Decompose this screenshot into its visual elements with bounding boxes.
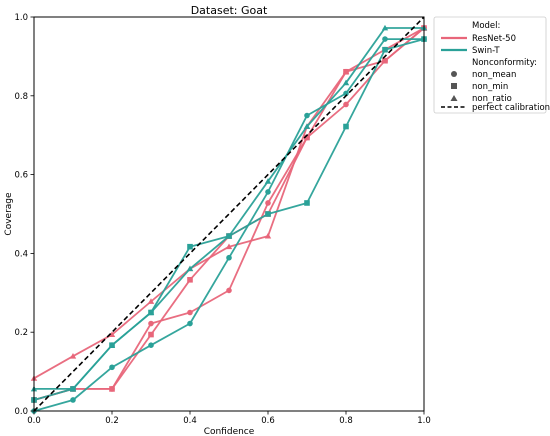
y-tick-label: 0.8 [14, 92, 28, 102]
legend-resnet-label: ResNet-50 [472, 34, 516, 44]
point-swin-t-non-mean [343, 90, 349, 97]
y-tick-label: 0.2 [14, 328, 28, 338]
legend-box [433, 16, 547, 114]
legend-nonconformity-title: Nonconformity: [472, 58, 537, 68]
perfect-calibration-line [33, 16, 425, 412]
point-resnet-50-non-mean [148, 320, 154, 327]
point-resnet-50-non-mean [226, 287, 232, 294]
point-swin-t-non-mean [148, 342, 154, 349]
point-swin-t-non-ratio [69, 385, 77, 392]
point-swin-t-non-ratio [147, 309, 155, 315]
point-swin-t-non-ratio [108, 342, 116, 348]
x-tick-label: 1.0 [417, 416, 431, 426]
legend-perfect-calibration-label: perfect calibration [472, 103, 550, 113]
x-tick-label: 0.8 [339, 416, 353, 426]
series-line-swin-t-non-mean [33, 38, 424, 412]
point-resnet-50-non-min [187, 276, 193, 283]
point-resnet-50-non-min [109, 386, 115, 392]
x-tick-label: 0.6 [261, 416, 275, 426]
y-tick-label: 0.0 [14, 407, 28, 417]
point-swin-t-non-min [265, 211, 271, 217]
y-axis-label: Coverage [4, 192, 14, 236]
point-swin-t-non-mean [265, 189, 271, 195]
point-resnet-50-non-min [148, 331, 154, 338]
point-swin-t-non-min [382, 46, 388, 53]
y-tick-label: 1.0 [14, 13, 28, 23]
series-line-resnet-50-non-ratio [33, 27, 425, 380]
point-swin-t-non-mean [109, 364, 115, 371]
point-resnet-50-non-mean [343, 101, 349, 108]
point-resnet-50-non-min [382, 57, 388, 64]
legend-model-title: Model: [472, 21, 500, 31]
legend-non-min-label: non_min [472, 82, 508, 92]
point-swin-t-non-min [187, 243, 193, 250]
point-swin-t-non-mean [70, 397, 76, 403]
point-swin-t-non-mean [382, 36, 388, 42]
point-swin-t-non-ratio [342, 79, 350, 86]
y-tick-label: 0.6 [14, 171, 28, 181]
legend-non-mean-label: non_mean [472, 70, 516, 80]
point-swin-t-non-ratio [381, 24, 389, 31]
point-swin-t-non-ratio [303, 123, 311, 129]
plot-frame [33, 16, 425, 412]
y-tick-label: 0.4 [14, 249, 28, 259]
legend-non-ratio-label: non_ratio [472, 94, 512, 104]
point-swin-t-non-ratio [264, 178, 272, 184]
point-resnet-50-non-ratio [264, 232, 272, 239]
axis-ticks: 0.0 0.2 0.4 0.6 0.8 1.0 0.0 0.2 0.4 0.6 0.8 1.0 [14, 13, 430, 426]
point-swin-t-non-ratio [225, 232, 233, 239]
point-resnet-50-non-ratio [342, 68, 350, 75]
point-swin-t-non-mean [304, 112, 310, 119]
x-axis-label: Confidence [204, 427, 255, 436]
chart-title: Dataset: Goat [191, 4, 268, 17]
point-swin-t-non-min [343, 123, 349, 130]
point-resnet-50-non-ratio [225, 243, 233, 250]
point-swin-t-non-mean [187, 320, 193, 327]
plot-area [30, 16, 428, 414]
point-resnet-50-non-mean [265, 200, 271, 206]
series-line-resnet-50-non-mean [33, 27, 425, 401]
x-tick-label: 0.0 [27, 416, 41, 426]
point-resnet-50-non-min [304, 134, 310, 141]
x-tick-label: 0.4 [183, 416, 197, 426]
point-resnet-50-non-ratio [108, 331, 116, 337]
legend-circle-marker-icon [451, 71, 457, 77]
legend-square-marker-icon [451, 83, 457, 89]
point-swin-t-non-min [304, 200, 310, 206]
point-resnet-50-non-ratio [69, 353, 77, 359]
point-swin-t-non-mean [226, 254, 232, 261]
x-tick-label: 0.2 [105, 416, 119, 426]
point-resnet-50-non-ratio [147, 298, 155, 304]
legend-swin-label: Swin-T [472, 46, 500, 56]
legend: Model: ResNet-50 Swin-T Nonconformity: n… [433, 16, 550, 114]
legend-triangle-marker-icon [450, 95, 458, 101]
point-swin-t-non-ratio [186, 265, 194, 272]
point-resnet-50-non-mean [187, 309, 193, 316]
